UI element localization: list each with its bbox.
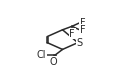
Text: Cl: Cl	[37, 50, 46, 60]
Text: S: S	[77, 38, 83, 48]
Text: O: O	[50, 57, 57, 67]
Text: F: F	[80, 18, 85, 28]
Text: F: F	[80, 25, 85, 35]
Text: F: F	[69, 29, 75, 39]
